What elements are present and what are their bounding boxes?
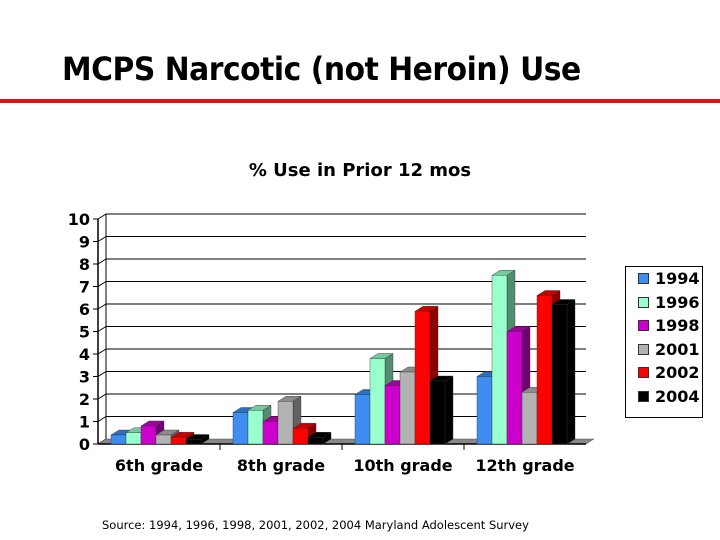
bar [414, 311, 431, 445]
y-tick-label: 3 [79, 368, 90, 387]
legend-swatch [638, 367, 649, 379]
bar [140, 425, 157, 445]
bar [521, 392, 538, 445]
legend-item: 1996 [626, 291, 702, 315]
legend-item: 1998 [626, 314, 702, 338]
legend-swatch [638, 320, 649, 332]
bar [170, 437, 187, 445]
legend-label: 1998 [655, 316, 700, 336]
x-category-label: 8th grade [237, 456, 325, 475]
legend-swatch [638, 296, 649, 308]
category-group [232, 395, 332, 445]
y-tick-label: 6 [79, 300, 90, 319]
bar [551, 304, 568, 445]
x-category-label: 6th grade [115, 456, 203, 475]
legend-label: 2002 [655, 363, 700, 383]
y-tick-label: 4 [79, 345, 90, 364]
category-group [354, 305, 454, 445]
bar [506, 331, 523, 445]
slide-title: MCPS Narcotic (not Heroin) Use [62, 50, 581, 88]
bar [262, 421, 279, 445]
bar [536, 295, 553, 445]
y-tick-label: 1 [79, 413, 90, 432]
legend-swatch [638, 343, 649, 355]
bar [369, 358, 386, 445]
source-note: Source: 1994, 1996, 1998, 2001, 2002, 20… [102, 518, 529, 532]
bar [292, 428, 309, 445]
x-category-label: 12th grade [475, 456, 574, 475]
legend-swatch [638, 390, 649, 402]
bar [155, 434, 172, 445]
bar [491, 275, 508, 445]
bar [399, 371, 416, 445]
bar [429, 380, 446, 445]
title-divider [0, 99, 720, 103]
bar [277, 401, 294, 445]
y-tick-label: 0 [79, 435, 90, 454]
chart-legend: 1994 1996 1998 2001 2002 2004 [625, 266, 703, 418]
legend-item: 2002 [626, 361, 702, 385]
category-group [110, 420, 210, 445]
bar [247, 410, 264, 445]
bar [125, 432, 142, 445]
bar [476, 376, 493, 445]
category-group [476, 269, 576, 445]
legend-item: 2001 [626, 338, 702, 362]
bar [354, 394, 371, 445]
bar [110, 434, 127, 445]
legend-label: 1994 [655, 269, 700, 289]
bar [232, 412, 249, 445]
y-tick-label: 8 [79, 255, 90, 274]
x-category-label: 10th grade [353, 456, 452, 475]
y-tick-label: 5 [79, 323, 90, 342]
bar [185, 439, 202, 445]
legend-swatch [638, 273, 649, 285]
bar [384, 385, 401, 445]
y-tick-label: 9 [79, 233, 90, 252]
legend-item: 2004 [626, 385, 702, 409]
chart-title: % Use in Prior 12 mos [248, 160, 472, 181]
bar [307, 437, 324, 445]
legend-label: 2001 [655, 339, 700, 359]
legend-item: 1994 [626, 267, 702, 291]
y-tick-label: 7 [79, 278, 90, 297]
y-tick-label: 2 [79, 390, 90, 409]
legend-label: 2004 [655, 386, 700, 406]
y-tick-label: 10 [68, 210, 90, 229]
legend-label: 1996 [655, 292, 700, 312]
